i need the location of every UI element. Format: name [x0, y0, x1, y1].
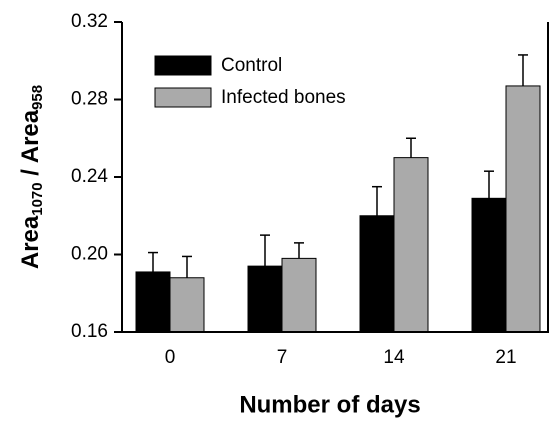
- y-tick-label: 0.28: [71, 89, 108, 110]
- y-tick-label: 0.20: [71, 244, 108, 265]
- x-tick-label: 7: [277, 347, 288, 368]
- y-tick-label: 0.24: [71, 166, 108, 187]
- bar: [281, 257, 317, 333]
- bar: [247, 265, 283, 333]
- bar: [135, 271, 171, 333]
- x-axis-label: Number of days: [239, 391, 420, 418]
- y-axis-label: Area1070 / Area958: [17, 85, 46, 269]
- y-label-part: / Area: [17, 109, 44, 182]
- y-label-part: Area: [17, 215, 44, 269]
- bar: [169, 277, 205, 333]
- x-tick-label: 21: [495, 347, 516, 368]
- x-tick-label: 14: [383, 347, 405, 368]
- y-tick-label: 0.16: [71, 321, 108, 342]
- legend-swatch: [154, 55, 212, 76]
- y-tick-label: 0.32: [71, 11, 108, 32]
- legend-swatch: [154, 87, 212, 108]
- legend-label: Infected bones: [221, 87, 346, 108]
- x-tick-label: 0: [165, 347, 176, 368]
- y-label-sub: 958: [29, 85, 46, 110]
- y-label-sub: 1070: [29, 182, 46, 215]
- bar: [471, 197, 507, 333]
- legend-label: Control: [221, 55, 282, 76]
- bar: [359, 215, 395, 333]
- bar: [393, 157, 429, 333]
- bar: [505, 85, 541, 333]
